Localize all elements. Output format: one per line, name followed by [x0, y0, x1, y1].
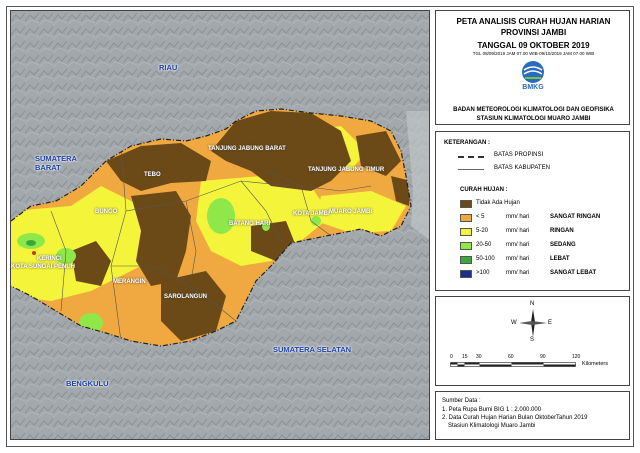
- regency-boundary-symbol: [458, 169, 484, 170]
- neighbor-label-riau: RIAU: [159, 63, 178, 72]
- legend-regency-boundary: BATAS KABUPATEN: [494, 165, 550, 171]
- region-label-tebo: TEBO: [144, 172, 161, 178]
- source-heading: Sumber Data :: [442, 398, 481, 404]
- region-label-kota-sungai-penuh: KOTA SUNGAI PENUH: [11, 264, 76, 270]
- source-panel: Sumber Data : 1. Peta Rupa Bumi BIG 1 : …: [435, 391, 630, 440]
- rain-class-tidak-ada-hujan: [391, 176, 411, 206]
- map-canvas: [11, 11, 429, 439]
- legend-unit-1: mm/ hari: [506, 214, 530, 220]
- source-item-1: 1. Peta Rupa Bumi BIG 1 : 2.000.000: [442, 407, 542, 413]
- region-label-bungo: BUNGO: [95, 209, 118, 215]
- compass-scale-panel: N S E W 0 15 30 60 90 120 Kilometers: [435, 296, 630, 386]
- region-label-tanjung-jabung-timur: TANJUNG JABUNG TIMUR: [308, 167, 385, 173]
- north-arrow-icon: [519, 309, 547, 337]
- rain-class-sedang: [56, 248, 76, 264]
- legend-range-4: 50-100: [476, 256, 495, 262]
- rain-class-tidak-ada-hujan: [106, 143, 211, 191]
- map-period: TGL 08/09/2019 JAM 07.00 WIB-09/10/2019 …: [472, 51, 595, 56]
- legend-range-0: Tidak Ada Hujan: [476, 200, 520, 206]
- map-title-line1: PETA ANALISIS CURAH HUJAN HARIAN: [456, 17, 611, 26]
- scale-unit: Kilometers: [582, 361, 608, 367]
- region-label-merangin: MERANGIN: [113, 279, 146, 285]
- rainfall-map: · RIAU SUMATERA BARAT SUMATERA SELATAN B…: [10, 10, 430, 440]
- agency-name: BADAN METEOROLOGI KLIMATOLOGI DAN GEOFIS…: [453, 107, 614, 113]
- rain-class-sedang: [311, 216, 321, 226]
- neighbor-label-sumatera-barat: SUMATERA BARAT: [35, 154, 77, 172]
- bmkg-logo-icon: [522, 61, 544, 83]
- neighbor-label-sumatera-selatan: SUMATERA SELATAN: [273, 345, 352, 354]
- legend-heading: KETERANGAN :: [444, 140, 490, 146]
- legend-category-2: RINGAN: [550, 228, 574, 234]
- title-panel: PETA ANALISIS CURAH HUJAN HARIAN PROVINS…: [435, 10, 630, 125]
- rain-class-tidak-ada-hujan: [356, 131, 401, 176]
- legend-panel: KETERANGAN : BATAS PROPINSI BATAS KABUPA…: [435, 131, 630, 291]
- legend-unit-2: mm/ hari: [506, 228, 530, 234]
- map-frame: [6, 6, 634, 447]
- region-label-tanjung-jabung-barat: TANJUNG JABUNG BARAT: [208, 146, 286, 152]
- source-item-2: 2. Data Curah Hujan Harian Bulan Oktober…: [442, 415, 588, 421]
- legend-category-4: LEBAT: [550, 256, 570, 262]
- rain-class-tidak-ada-hujan: [143, 210, 159, 222]
- rain-class-lebat: [26, 240, 36, 246]
- region-label-sarolangun: SAROLANGUN: [164, 294, 207, 300]
- station-marker: [32, 251, 36, 255]
- legend-unit-3: mm/ hari: [506, 242, 530, 248]
- region-label-kerinci: KERINCI: [37, 256, 62, 262]
- legend-range-5: >100: [476, 270, 490, 276]
- rain-class-ringan: [316, 191, 406, 233]
- rain-class-ringan: [11, 186, 161, 301]
- legend-swatch-heavy: [460, 256, 472, 264]
- compass-west: W: [511, 320, 517, 326]
- rain-class-sedang: [262, 221, 270, 231]
- legend-unit-4: mm/ hari: [506, 256, 530, 262]
- legend-swatch-very-heavy: [460, 270, 472, 278]
- compass-south: S: [530, 337, 535, 343]
- rain-class-tidak-ada-hujan: [161, 271, 226, 341]
- source-item-3: Stasiun Klimatologi Muaro Jambi: [448, 423, 536, 429]
- legend-category-3: SEDANG: [550, 242, 576, 248]
- legend-category-1: SANGAT RINGAN: [550, 214, 601, 220]
- rain-class-tidak-ada-hujan: [71, 241, 111, 286]
- scale-tick-30: 30: [476, 354, 482, 360]
- scale-tick-0: 0: [450, 354, 453, 360]
- legend-swatch-light: [460, 228, 472, 236]
- legend-swatch-moderate: [460, 242, 472, 250]
- map-date: TANGGAL 09 OKTOBER 2019: [477, 41, 590, 50]
- scale-tick-90: 90: [540, 354, 546, 360]
- legend-range-2: 5-20: [476, 228, 489, 234]
- legend-range-3: 20-50: [476, 242, 492, 248]
- legend-swatch-very-light: [460, 214, 472, 222]
- rain-class-sedang: [207, 198, 235, 234]
- compass-north: N: [530, 301, 535, 307]
- region-label-batang-hari: BATANG HARI: [229, 221, 271, 227]
- scale-bar: [450, 362, 576, 367]
- legend-unit-5: mm/ hari: [506, 270, 530, 276]
- coastal-area: [406, 111, 429, 240]
- province-boundary-line: [11, 108, 412, 347]
- neighbor-label-bengkulu: BENGKULU: [66, 379, 109, 388]
- regency-boundaries: [50, 145, 372, 342]
- compass-east: E: [548, 320, 553, 326]
- legend-province-boundary: BATAS PROPINSI: [494, 152, 544, 158]
- rain-legend-heading: CURAH HUJAN :: [460, 187, 508, 193]
- scale-tick-120: 120: [572, 354, 581, 360]
- legend-range-1: < 5: [476, 214, 485, 220]
- province-boundary-symbol: [458, 156, 484, 158]
- region-label-kota-jambi: KOTA JAMBI: [293, 211, 330, 217]
- bmkg-logo-text: BMKG: [522, 84, 544, 91]
- coordinate-tick: ·: [13, 19, 15, 23]
- legend-category-5: SANGAT LEBAT: [550, 270, 597, 276]
- rain-class-tidak-ada-hujan: [211, 111, 351, 191]
- station-name: STASIUN KLIMATOLOGI MUARO JAMBI: [476, 116, 591, 122]
- scale-tick-60: 60: [508, 354, 514, 360]
- map-title-line2: PROVINSI JAMBI: [500, 28, 567, 37]
- bmkg-logo: BMKG: [516, 58, 550, 92]
- scale-tick-15: 15: [462, 354, 468, 360]
- legend-swatch-no-rain: [460, 200, 472, 208]
- region-label-muaro-jambi: MUARO JAMBI: [329, 209, 372, 215]
